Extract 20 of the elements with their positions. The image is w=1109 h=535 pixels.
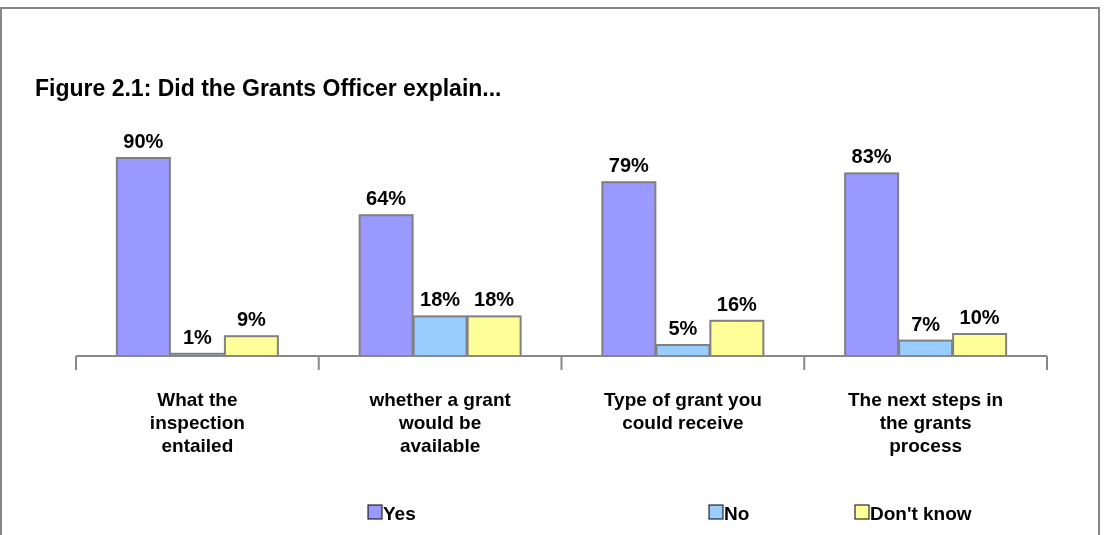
x-tick-label: The next steps in the grants process xyxy=(848,389,1004,456)
data-label: 16% xyxy=(716,292,758,315)
x-tick-label: What the inspection entailed xyxy=(149,389,245,456)
data-label: 7% xyxy=(911,312,941,335)
chart-title: Figure 2.1: Did the Grants Officer explain... xyxy=(35,75,502,101)
x-tick-label: Type of grant you could receive xyxy=(603,389,762,433)
data-label: 64% xyxy=(366,187,407,210)
data-label: 18% xyxy=(420,288,461,311)
data-label: 5% xyxy=(668,317,698,339)
data-label: 1% xyxy=(182,325,213,348)
data-label: 9% xyxy=(236,308,267,331)
data-label: 10% xyxy=(959,306,1000,328)
data-label: 79% xyxy=(608,154,650,177)
legend-label: Yes xyxy=(383,503,416,524)
legend-label: Don't know xyxy=(870,503,972,524)
data-label: 90% xyxy=(123,130,164,152)
data-label: 83% xyxy=(851,145,892,168)
data-label: 18% xyxy=(474,288,515,311)
legend-label: No xyxy=(724,503,750,524)
x-tick-label: whether a grant would be available xyxy=(368,389,512,456)
